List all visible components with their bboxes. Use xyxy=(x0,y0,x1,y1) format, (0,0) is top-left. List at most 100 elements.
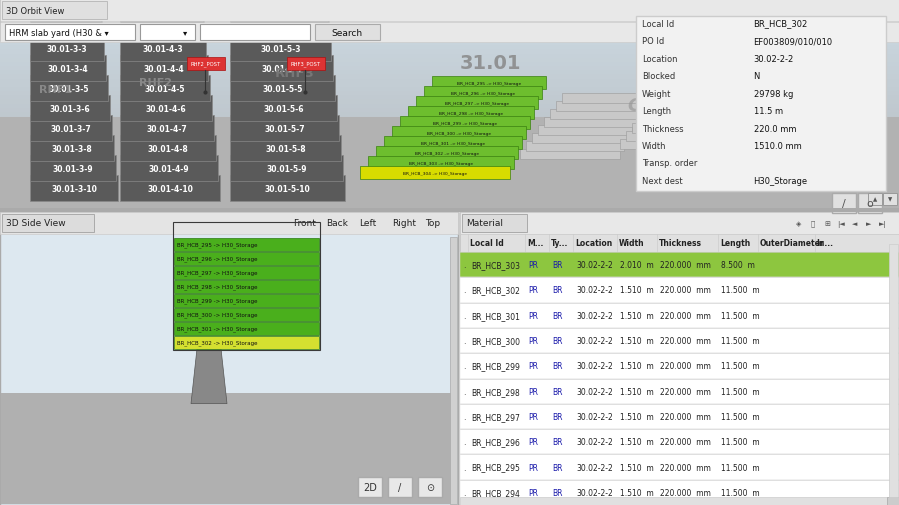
Text: RHF2_POST: RHF2_POST xyxy=(191,61,221,67)
Text: ◄: ◄ xyxy=(852,221,858,227)
Text: 30.01-4-5: 30.01-4-5 xyxy=(145,84,185,93)
Bar xyxy=(418,477,442,497)
Bar xyxy=(30,16,102,42)
Text: Local Id: Local Id xyxy=(642,20,674,28)
Text: ⊞: ⊞ xyxy=(824,221,830,227)
Bar xyxy=(230,36,331,62)
Text: 30.01-4-6: 30.01-4-6 xyxy=(146,105,186,113)
Bar xyxy=(0,163,899,168)
Text: .: . xyxy=(463,362,466,371)
Bar xyxy=(230,136,341,162)
Text: BR_HCB_299 -> H30_Storage: BR_HCB_299 -> H30_Storage xyxy=(433,121,497,125)
Text: .: . xyxy=(463,437,466,446)
Bar xyxy=(358,477,382,497)
Bar xyxy=(230,96,337,122)
Bar xyxy=(173,222,320,350)
Bar xyxy=(0,75,899,80)
Bar xyxy=(5,25,135,41)
Text: 30.01-3-8: 30.01-3-8 xyxy=(51,144,93,153)
Text: BR_HCB_300 -> H30_Storage: BR_HCB_300 -> H30_Storage xyxy=(427,131,491,135)
Text: Ty...: Ty... xyxy=(551,239,568,248)
Text: 30.01-5-2: 30.01-5-2 xyxy=(259,24,299,33)
Text: 11.500  m: 11.500 m xyxy=(721,311,760,320)
Text: Location: Location xyxy=(575,239,612,248)
Text: 30.02-2-2: 30.02-2-2 xyxy=(576,336,613,345)
Bar xyxy=(556,102,644,112)
Bar xyxy=(0,46,899,51)
Bar xyxy=(30,96,110,122)
Text: 220.000  mm: 220.000 mm xyxy=(660,286,710,295)
Text: Front: Front xyxy=(293,219,316,228)
Text: 30.01-3-1: 30.01-3-1 xyxy=(45,5,85,14)
Bar xyxy=(0,42,899,47)
Bar xyxy=(315,25,380,41)
Text: 30.01-4-8: 30.01-4-8 xyxy=(147,144,189,153)
Text: 29798 kg: 29798 kg xyxy=(753,89,793,98)
Bar xyxy=(0,105,899,110)
Bar xyxy=(120,136,216,162)
Text: 220.000  mm: 220.000 mm xyxy=(660,261,710,270)
Bar xyxy=(0,192,899,197)
Bar xyxy=(120,76,210,102)
Text: Top: Top xyxy=(425,219,441,228)
Bar xyxy=(2,2,107,20)
Text: BR_HCB_295 -> H30_Storage: BR_HCB_295 -> H30_Storage xyxy=(177,242,257,247)
Text: BR_HCB_301 -> H30_Storage: BR_HCB_301 -> H30_Storage xyxy=(177,326,257,331)
Bar xyxy=(0,213,458,505)
Bar xyxy=(0,179,899,185)
Bar xyxy=(0,134,899,139)
Text: ►: ► xyxy=(867,221,872,227)
Text: .: . xyxy=(463,286,466,295)
Text: 30.01-5-6: 30.01-5-6 xyxy=(263,105,304,113)
Text: BR_HCB_302: BR_HCB_302 xyxy=(753,20,807,28)
Bar xyxy=(0,100,899,106)
Bar xyxy=(0,84,899,89)
Text: PR: PR xyxy=(528,488,538,497)
Text: 30.02-2-2: 30.02-2-2 xyxy=(576,362,613,371)
Text: CR302: CR302 xyxy=(628,97,692,115)
Text: BR: BR xyxy=(552,362,563,371)
Bar xyxy=(384,137,522,149)
Text: BR_HCB_301 -> H30_Storage: BR_HCB_301 -> H30_Storage xyxy=(421,141,485,145)
Text: 1510.0 mm: 1510.0 mm xyxy=(753,142,801,150)
Bar xyxy=(0,159,899,164)
Text: OuterDiameter: OuterDiameter xyxy=(760,239,824,248)
Bar xyxy=(174,238,319,251)
Text: .: . xyxy=(463,311,466,320)
Text: 11.500  m: 11.500 m xyxy=(721,437,760,446)
Bar xyxy=(460,497,887,505)
Text: Thickness: Thickness xyxy=(642,124,683,133)
Text: 30.01-4-7: 30.01-4-7 xyxy=(147,124,187,133)
Bar xyxy=(0,138,899,143)
Text: .: . xyxy=(463,387,466,396)
Text: 220.000  mm: 220.000 mm xyxy=(660,387,710,396)
Bar xyxy=(832,193,856,214)
Text: 30.01-3-9: 30.01-3-9 xyxy=(53,164,93,173)
Text: BR_HCB_299: BR_HCB_299 xyxy=(471,362,520,371)
Text: /: / xyxy=(842,198,846,209)
Text: 11.500  m: 11.500 m xyxy=(721,336,760,345)
Text: PR: PR xyxy=(528,286,538,295)
Text: 30.01-5-5: 30.01-5-5 xyxy=(263,84,303,93)
Text: 30.01-4-1: 30.01-4-1 xyxy=(140,5,182,14)
Text: 30.01-4-9: 30.01-4-9 xyxy=(148,164,190,173)
Bar xyxy=(460,480,899,505)
Bar xyxy=(30,76,108,102)
Text: BR_HCB_295 -> H30_Storage: BR_HCB_295 -> H30_Storage xyxy=(457,81,521,85)
Bar xyxy=(120,0,202,22)
Text: BR_HCB_300: BR_HCB_300 xyxy=(471,336,520,345)
Bar xyxy=(0,121,899,126)
Text: 30.01-5-3: 30.01-5-3 xyxy=(260,44,301,54)
Bar xyxy=(1,393,457,504)
Text: BR_HCB_304 -> H30_Storage: BR_HCB_304 -> H30_Storage xyxy=(403,171,467,175)
Text: Search: Search xyxy=(332,28,362,37)
Bar xyxy=(200,25,310,41)
Text: Length: Length xyxy=(642,107,672,116)
Text: Transp. order: Transp. order xyxy=(642,159,698,168)
Bar xyxy=(0,205,899,210)
Text: PR: PR xyxy=(528,463,538,472)
Bar xyxy=(120,16,204,42)
Bar xyxy=(538,126,632,136)
Bar xyxy=(0,155,899,160)
Text: 220.000  mm: 220.000 mm xyxy=(660,311,710,320)
